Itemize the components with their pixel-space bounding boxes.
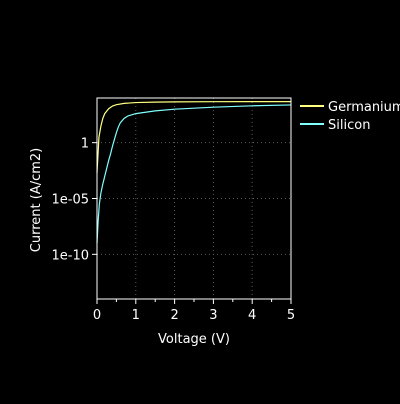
y-tick-label: 1e-10 — [51, 248, 89, 263]
x-tick-label: 3 — [209, 308, 217, 323]
legend-label-germanium: Germanium — [328, 100, 400, 115]
legend-label-silicon: Silicon — [328, 118, 370, 133]
x-axis-label: Voltage (V) — [158, 332, 230, 347]
legend: Germanium Silicon — [300, 100, 400, 133]
series-line-germanium — [96, 101, 291, 173]
grid-lines — [97, 98, 291, 299]
x-tick-label: 1 — [132, 308, 140, 323]
y-tick-label: 1 — [81, 137, 89, 152]
y-axis-label: Current (A/cm2) — [29, 148, 44, 252]
x-tick-label: 5 — [287, 308, 295, 323]
y-tick-label: 1e-05 — [51, 193, 89, 208]
axis-ticks: 0 1 2 3 4 5 1 1e-05 1e-10 — [51, 137, 295, 323]
series-line-silicon — [96, 104, 292, 244]
x-tick-label: 2 — [170, 308, 178, 323]
series-group — [96, 101, 292, 244]
x-tick-label: 4 — [248, 308, 256, 323]
x-tick-label: 0 — [93, 308, 101, 323]
